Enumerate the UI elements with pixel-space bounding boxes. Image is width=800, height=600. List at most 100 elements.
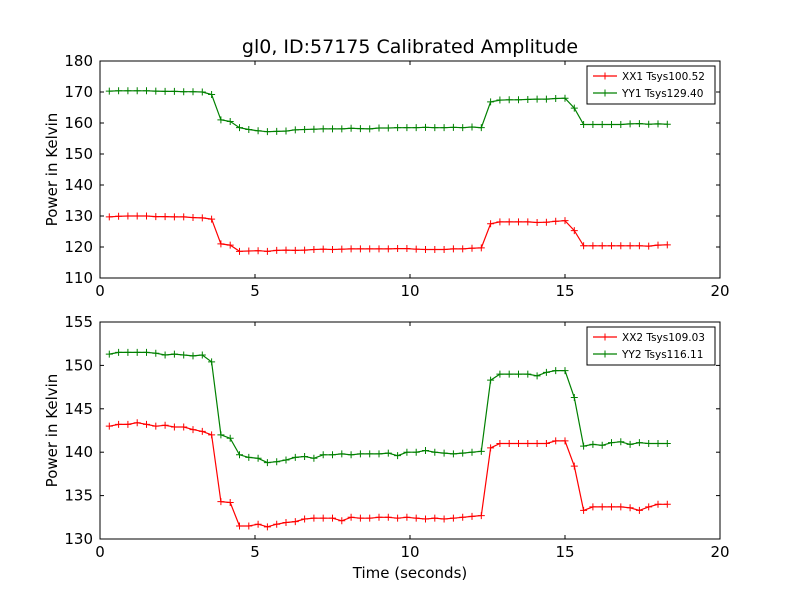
data-point	[663, 440, 671, 448]
data-point	[170, 350, 178, 358]
data-point	[170, 423, 178, 431]
data-point	[542, 218, 550, 226]
data-point	[645, 503, 653, 511]
data-point	[105, 87, 113, 95]
y-tick-label: 145	[64, 400, 93, 418]
data-point	[635, 506, 643, 514]
data-point	[245, 453, 253, 461]
data-point	[580, 442, 588, 450]
data-point	[608, 121, 615, 129]
data-point	[329, 245, 336, 253]
data-point	[635, 439, 643, 447]
data-point	[198, 427, 206, 435]
data-point	[245, 522, 253, 530]
data-point	[189, 352, 197, 360]
data-point	[245, 126, 253, 134]
legend-label: YY1 Tsys129.40	[621, 88, 703, 100]
data-point	[329, 451, 336, 459]
data-point	[236, 124, 243, 132]
legend-box	[586, 65, 716, 105]
data-point	[124, 212, 132, 220]
data-point	[161, 213, 169, 221]
data-point	[505, 440, 513, 448]
data-point	[375, 513, 383, 521]
legend-label: XX2 Tsys109.03	[622, 332, 705, 344]
legend-marker	[601, 333, 609, 341]
x-tick-label: 15	[555, 543, 574, 561]
data-point	[291, 518, 299, 526]
data-point	[217, 116, 225, 124]
data-point	[552, 437, 560, 445]
data-point	[598, 441, 606, 449]
data-point	[552, 95, 560, 103]
data-point	[217, 431, 225, 439]
data-point	[412, 514, 420, 522]
data-point	[645, 242, 653, 250]
data-point	[468, 448, 476, 456]
data-point	[208, 90, 216, 98]
data-point	[477, 124, 485, 132]
data-point	[496, 218, 504, 226]
data-point	[449, 450, 457, 458]
data-point	[338, 245, 346, 253]
data-point	[663, 120, 671, 128]
data-point	[524, 218, 532, 226]
data-point	[645, 120, 653, 128]
data-point	[133, 348, 141, 356]
y-tick-label: 130	[64, 530, 93, 548]
data-point	[477, 244, 485, 252]
y-tick-label: 130	[64, 207, 93, 225]
data-point	[384, 449, 392, 457]
data-point	[468, 123, 476, 131]
data-point	[115, 420, 123, 428]
y-tick-label: 140	[64, 176, 93, 194]
data-point	[263, 247, 271, 255]
data-point	[635, 242, 643, 250]
data-point	[449, 123, 457, 131]
data-point	[143, 348, 150, 356]
data-point	[524, 370, 532, 378]
data-point	[263, 523, 271, 531]
data-point	[598, 242, 606, 250]
data-point	[170, 213, 178, 221]
data-point	[505, 96, 513, 104]
data-point	[459, 513, 467, 521]
data-point	[245, 247, 253, 255]
data-point	[561, 217, 569, 225]
data-point	[301, 246, 309, 254]
data-point	[143, 87, 150, 95]
data-point	[263, 128, 271, 136]
data-point	[152, 87, 160, 95]
data-point	[403, 245, 411, 253]
data-point	[347, 124, 355, 132]
data-point	[598, 121, 606, 129]
x-tick-label: 15	[555, 282, 574, 300]
data-point	[254, 127, 262, 135]
data-point	[403, 513, 411, 521]
data-point	[115, 212, 123, 220]
data-point	[570, 227, 578, 235]
legend-label: XX1 Tsys100.52	[622, 71, 705, 83]
data-point	[394, 245, 402, 253]
y-tick-label: 110	[64, 269, 93, 287]
data-point	[198, 351, 206, 359]
data-point	[617, 438, 625, 446]
data-point	[208, 358, 216, 366]
data-point	[561, 94, 569, 102]
x-tick-label: 5	[250, 282, 260, 300]
data-point	[291, 126, 299, 134]
data-point	[431, 514, 439, 522]
data-point	[375, 245, 383, 253]
data-point	[431, 245, 439, 253]
data-point	[459, 124, 467, 132]
data-point	[468, 244, 476, 252]
data-point	[477, 512, 485, 520]
data-point	[133, 212, 141, 220]
data-point	[124, 420, 132, 428]
data-point	[180, 351, 188, 359]
bottom-subplot: 0 5 10 15 20 130 135 140 145 150 155 Power in Kelvi…	[43, 313, 730, 561]
data-point	[301, 126, 309, 134]
data-point	[626, 120, 634, 128]
data-point	[124, 348, 132, 356]
